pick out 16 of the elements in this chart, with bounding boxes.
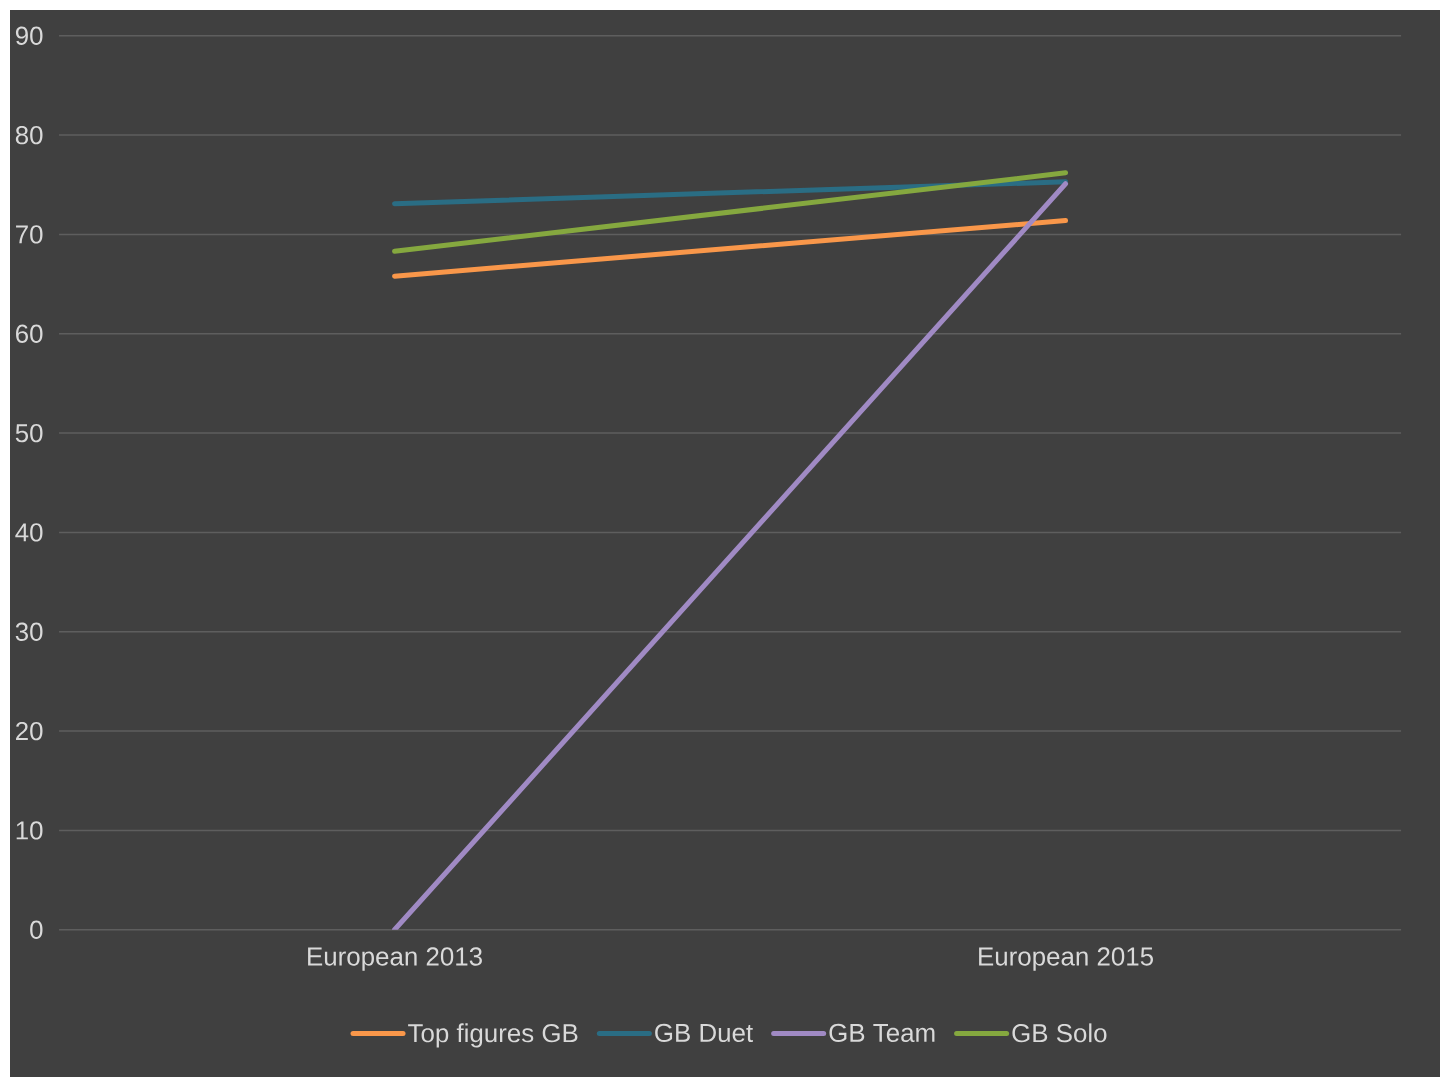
y-tick-label: 60 [16,324,43,343]
y-tick-label: 0 [30,920,43,939]
x-tick-label: European 2015 [979,947,1153,971]
legend-label: GB Duet [655,1023,753,1043]
legend-label: GB Team [829,1023,935,1043]
y-tick-label: 90 [15,26,43,45]
legend-label: Top figures GB [408,1023,578,1048]
legend-label: GB Solo [1012,1023,1107,1043]
y-tick-label: 80 [15,125,43,145]
y-tick-label: 10 [16,821,43,840]
x-tick-label: European 2013 [308,947,482,971]
y-tick-label: 40 [15,523,43,542]
y-tick-label: 70 [16,225,43,244]
y-tick-label: 20 [16,721,43,741]
y-tick-label: 50 [15,423,43,443]
y-tick-label: 30 [15,622,43,641]
